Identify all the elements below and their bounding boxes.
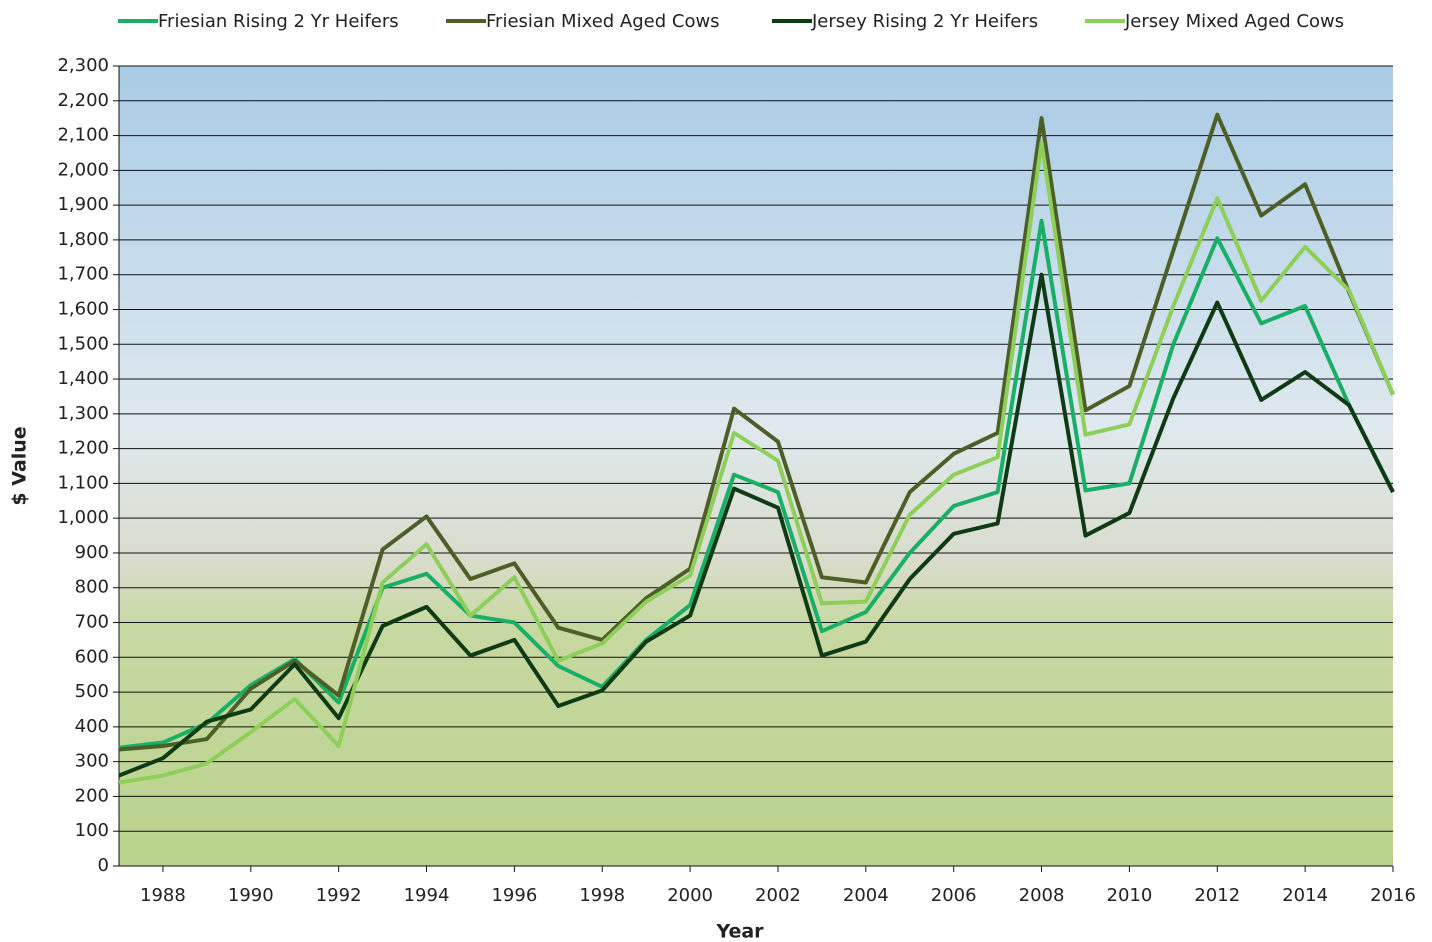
y-tick-label: 1,900 [57, 194, 109, 215]
plot-background [119, 66, 1393, 866]
x-axis-title: Year [715, 921, 764, 942]
y-tick-label: 1,000 [57, 507, 109, 528]
y-tick-label: 200 [75, 785, 109, 806]
y-tick-label: 0 [98, 855, 109, 876]
y-tick-label: 700 [75, 612, 109, 633]
x-tick-label: 1996 [491, 885, 537, 906]
y-tick-label: 900 [75, 542, 109, 563]
y-tick-label: 1,200 [57, 438, 109, 459]
x-tick-label: 2012 [1194, 885, 1240, 906]
x-tick-label: 2002 [755, 885, 801, 906]
x-tick-label: 2016 [1370, 885, 1416, 906]
y-axis-title: $ Value [9, 426, 31, 505]
legend-label: Jersey Rising 2 Yr Heifers [811, 11, 1038, 32]
y-tick-label: 2,000 [57, 159, 109, 180]
chart: Year $ Value Friesian Rising 2 Yr Heifer… [0, 0, 1432, 942]
x-tick-label: 2006 [931, 885, 977, 906]
x-tick-label: 2014 [1282, 885, 1328, 906]
legend-label: Friesian Rising 2 Yr Heifers [158, 11, 399, 32]
y-tick-label: 1,100 [57, 472, 109, 493]
y-tick-label: 400 [75, 716, 109, 737]
y-tick-label: 2,300 [57, 55, 109, 76]
y-tick-label: 1,600 [57, 298, 109, 319]
x-tick-label: 1988 [140, 885, 186, 906]
x-tick-label: 2008 [1019, 885, 1065, 906]
y-tick-label: 800 [75, 577, 109, 598]
y-tick-label: 1,300 [57, 403, 109, 424]
y-tick-label: 2,100 [57, 125, 109, 146]
x-tick-label: 2000 [667, 885, 713, 906]
y-tick-label: 600 [75, 646, 109, 667]
y-tick-label: 2,200 [57, 90, 109, 111]
legend-label: Jersey Mixed Aged Cows [1124, 11, 1344, 32]
y-tick-label: 1,500 [57, 333, 109, 354]
legend-label: Friesian Mixed Aged Cows [486, 11, 720, 32]
y-tick-label: 100 [75, 820, 109, 841]
y-tick-label: 1,800 [57, 229, 109, 250]
x-tick-label: 1992 [316, 885, 362, 906]
x-tick-label: 2004 [843, 885, 889, 906]
y-tick-label: 1,700 [57, 264, 109, 285]
x-tick-label: 2010 [1107, 885, 1153, 906]
x-tick-label: 1994 [404, 885, 450, 906]
y-tick-label: 1,400 [57, 368, 109, 389]
y-tick-label: 300 [75, 751, 109, 772]
x-tick-label: 1998 [579, 885, 625, 906]
legend: Friesian Rising 2 Yr Heifers Friesian Mix… [118, 11, 1344, 32]
x-tick-label: 1990 [228, 885, 274, 906]
y-tick-label: 500 [75, 681, 109, 702]
